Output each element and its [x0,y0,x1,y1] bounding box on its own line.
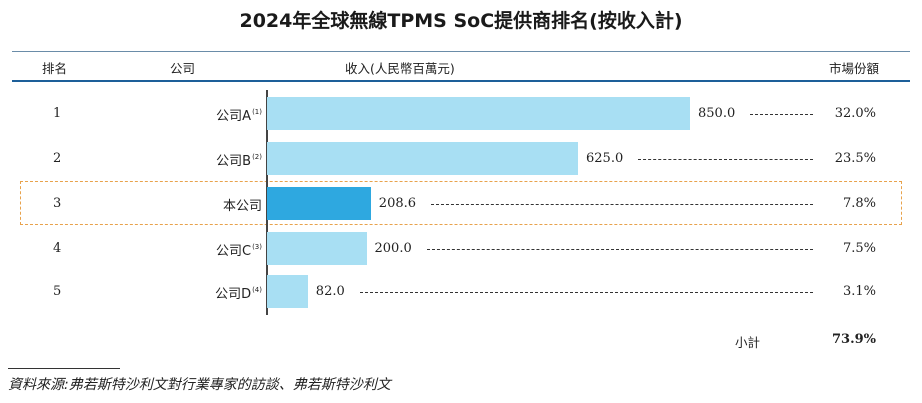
footnote-marker: (1) [252,107,262,116]
header-top-rule [12,51,910,52]
bar-value-label: 200.0 [374,240,412,256]
chart-title: 2024年全球無線TPMS SoC提供商排名(按收入計) [239,10,683,32]
footnote-marker: (2) [252,152,262,161]
source-rule [8,368,120,369]
header-company: 公司 [170,61,196,76]
rank-cell: 2 [53,150,62,166]
company-label: 公司D(4) [215,283,262,302]
header-bottom-rule [12,80,910,82]
footnote-marker: (3) [252,242,262,251]
company-name: 公司B [216,153,252,169]
source-note: 資料來源:弗若斯特沙利文對行業專家的訪談、弗若斯特沙利文 [8,377,391,393]
highlight-row-box [20,181,902,225]
header-share: 市場份額 [829,61,880,76]
bar-value-label: 850.0 [698,105,736,121]
subtotal-value: 73.9% [831,332,876,347]
company-label: 公司C(3) [216,240,262,259]
market-share-cell: 3.1% [842,283,876,299]
revenue-bar [267,142,579,175]
market-share-cell: 23.5% [834,150,876,166]
header-rank: 排名 [42,61,68,76]
market-share-cell: 7.5% [842,240,876,256]
leader-line [430,203,813,205]
rank-cell: 1 [53,105,62,121]
company-name: 本公司 [222,198,262,214]
leader-line [638,158,813,160]
market-share-cell: 7.8% [842,195,876,211]
bar-value-label: 208.6 [378,195,417,211]
revenue-bar [267,275,308,308]
y-axis [266,90,268,315]
company-label: 本公司 [223,195,262,214]
leader-line [750,113,813,115]
bar-value-label: 625.0 [586,150,624,166]
company-label: 公司A(1) [216,105,262,124]
rank-cell: 5 [53,283,62,299]
subtotal-label: 小計 [735,335,761,350]
rank-cell: 4 [53,240,62,256]
header-revenue: 收入(人民幣百萬元) [345,61,455,76]
company-label: 公司B(2) [216,150,262,169]
revenue-bar [267,232,367,265]
leader-line [359,291,813,293]
revenue-bar [267,97,690,130]
bar-value-label: 82.0 [315,283,345,299]
company-name: 公司C [216,243,252,259]
company-name: 公司D [215,286,252,302]
leader-line [426,248,813,250]
revenue-bar [267,187,371,220]
company-name: 公司A [216,108,252,124]
market-share-cell: 32.0% [834,105,876,121]
rank-cell: 3 [53,195,62,211]
footnote-marker: (4) [252,285,262,294]
